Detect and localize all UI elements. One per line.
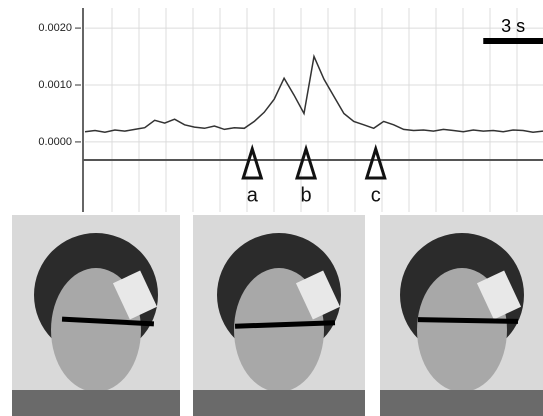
marker-label: c	[371, 184, 381, 206]
marker	[364, 143, 387, 180]
y-tick-label: 0.0020	[38, 22, 72, 34]
photos	[12, 215, 543, 416]
photo	[193, 215, 365, 416]
marker	[241, 143, 264, 180]
y-tick-label: 0.0000	[38, 136, 72, 148]
y-tick-label: 0.0010	[38, 79, 72, 91]
photo	[12, 215, 180, 416]
marker	[294, 143, 318, 180]
marker-label: b	[300, 184, 311, 206]
photo	[380, 215, 543, 416]
plot: 0.0000 0.0010 0.0020 3 s a b c	[38, 8, 543, 212]
trace	[84, 53, 543, 133]
scale-bar	[483, 38, 543, 44]
scale-bar-label: 3 s	[501, 16, 525, 36]
marker-label: a	[247, 184, 259, 206]
